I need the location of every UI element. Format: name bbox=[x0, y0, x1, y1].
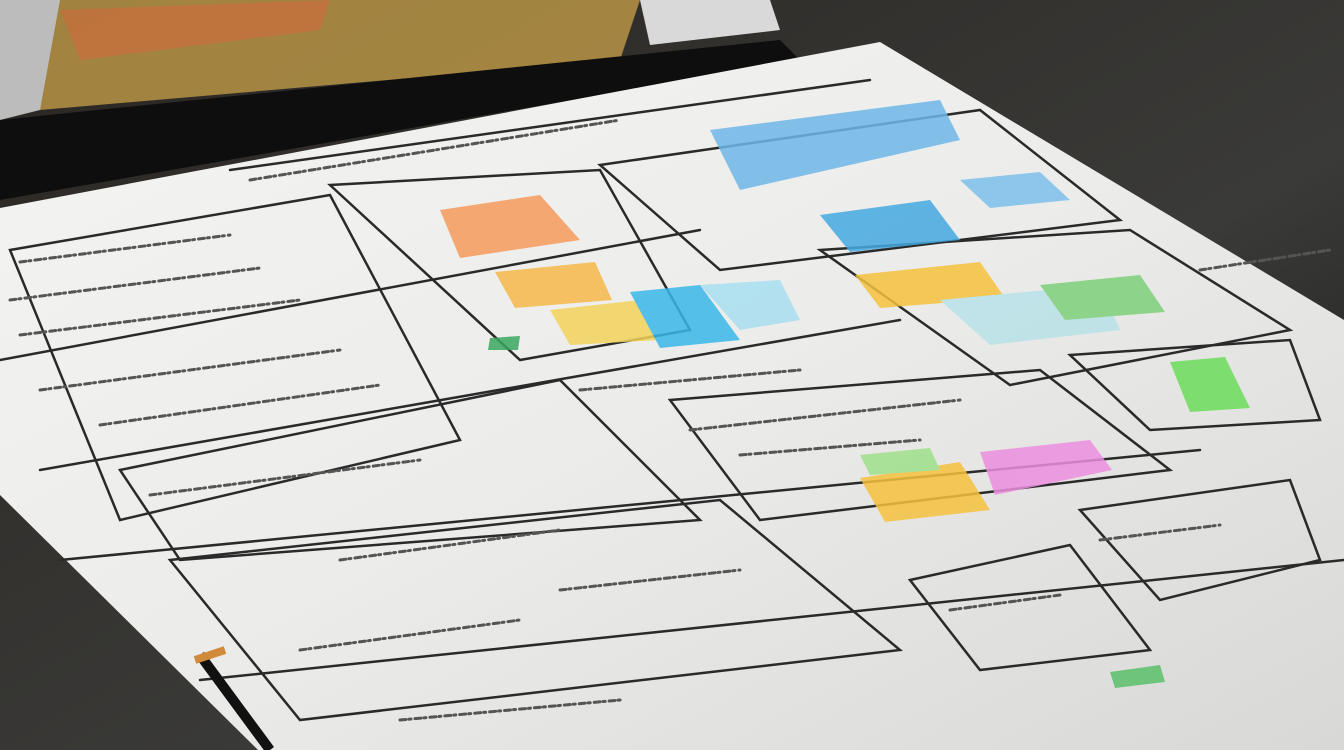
panel bbox=[816, 228, 1294, 387]
highlight-magenta bbox=[980, 440, 1112, 495]
highlight-yellow bbox=[860, 462, 990, 522]
background-folders bbox=[0, 0, 800, 200]
clipboard bbox=[0, 40, 800, 200]
panel bbox=[8, 193, 462, 522]
highlight-yellow bbox=[855, 262, 1005, 308]
scribble bbox=[1098, 523, 1222, 542]
folder-tab bbox=[60, 0, 330, 60]
highlight-blue bbox=[630, 285, 740, 348]
scribble bbox=[578, 368, 802, 392]
highlight-yellow bbox=[550, 300, 660, 345]
highlight-orange bbox=[440, 195, 580, 258]
paper-sheet bbox=[0, 42, 1344, 750]
scribble bbox=[298, 618, 522, 652]
scribble bbox=[18, 298, 302, 337]
pen-tip bbox=[193, 646, 227, 664]
highlights bbox=[440, 100, 1250, 688]
highlight-green bbox=[860, 448, 940, 475]
panel bbox=[117, 378, 703, 562]
highlight-green bbox=[1170, 357, 1250, 412]
panel bbox=[907, 543, 1153, 672]
scribble bbox=[338, 528, 562, 562]
panel bbox=[167, 498, 904, 722]
highlight-yellow bbox=[495, 262, 612, 308]
rule bbox=[0, 228, 702, 362]
rule bbox=[198, 558, 1344, 682]
folder-stack bbox=[0, 0, 60, 120]
highlight-blue bbox=[710, 100, 960, 190]
highlight-green bbox=[1110, 665, 1165, 688]
scribble bbox=[558, 568, 742, 592]
scribble bbox=[18, 233, 232, 264]
panel bbox=[1077, 478, 1322, 602]
scribble bbox=[148, 458, 422, 497]
highlight-blue bbox=[960, 172, 1070, 208]
scribble bbox=[1198, 248, 1332, 272]
highlight-blue bbox=[820, 200, 960, 252]
highlight-green bbox=[1040, 275, 1165, 320]
rule bbox=[228, 78, 872, 172]
highlight-marker bbox=[488, 336, 520, 350]
panel bbox=[667, 368, 1174, 522]
rule bbox=[38, 318, 902, 472]
scribble bbox=[738, 438, 922, 457]
pen bbox=[193, 646, 275, 750]
panel bbox=[1067, 338, 1322, 432]
pen-body bbox=[195, 652, 275, 750]
scribble bbox=[398, 698, 622, 722]
folder-sheet bbox=[640, 0, 780, 45]
scribble bbox=[948, 593, 1062, 612]
scribble bbox=[248, 118, 622, 182]
scribble bbox=[8, 266, 262, 302]
scribbled-text bbox=[8, 118, 1332, 722]
highlight-light-blue bbox=[700, 280, 800, 330]
scribble bbox=[38, 348, 342, 392]
scribble bbox=[98, 383, 382, 427]
scribble bbox=[688, 398, 962, 432]
